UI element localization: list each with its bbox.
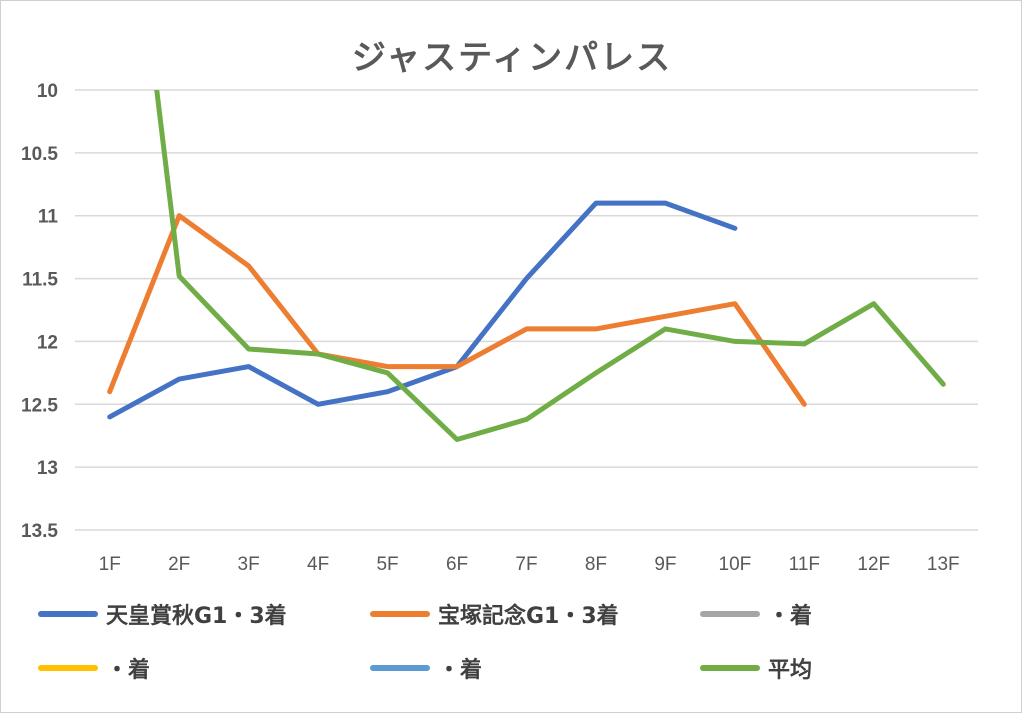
legend-swatch xyxy=(38,611,98,617)
series-group xyxy=(107,90,946,442)
legend-label: 平均 xyxy=(768,658,813,683)
y-tick-label: 11 xyxy=(38,207,59,228)
legend-swatch xyxy=(370,611,430,617)
x-tick-label: 2F xyxy=(168,554,190,575)
chart-title: ジャスティンパレス xyxy=(351,38,673,78)
legend-label: 宝塚記念G1・3着 xyxy=(438,604,619,629)
x-tick-label: 6F xyxy=(446,554,468,575)
legend-swatch xyxy=(700,665,760,671)
legend-item: 天皇賞秋G1・3着 xyxy=(38,598,287,630)
x-tick-label: 9F xyxy=(654,554,676,575)
y-tick-label: 10 xyxy=(37,81,58,102)
legend-item: 平均 xyxy=(700,652,812,684)
x-tick-label: 12F xyxy=(857,554,890,575)
series-line xyxy=(154,90,946,442)
legend-item: ・着 xyxy=(370,652,482,684)
x-tick-label: 8F xyxy=(585,554,607,575)
legend-item: 宝塚記念G1・3着 xyxy=(370,598,619,630)
y-tick-label: 12.5 xyxy=(21,395,58,416)
legend-label: ・着 xyxy=(106,658,151,683)
series-line xyxy=(107,200,738,420)
y-tick-label: 13 xyxy=(37,458,58,479)
x-tick-label: 13F xyxy=(927,554,960,575)
legend-item: ・着 xyxy=(38,652,150,684)
y-tick-label: 12 xyxy=(37,332,58,353)
x-tick-label: 11F xyxy=(789,554,820,575)
legend-label: 天皇賞秋G1・3着 xyxy=(106,604,287,629)
series-line xyxy=(107,213,807,407)
legend-item: ・着 xyxy=(700,598,812,630)
y-tick-label: 10.5 xyxy=(21,144,58,165)
legend-label: ・着 xyxy=(438,658,483,683)
y-tick-label: 13.5 xyxy=(21,521,58,542)
x-tick-label: 4F xyxy=(307,554,329,575)
legend-swatch xyxy=(700,611,760,617)
x-tick-label: 7F xyxy=(515,554,537,575)
y-tick-label: 11.5 xyxy=(22,270,58,291)
x-tick-label: 3F xyxy=(238,554,260,575)
legend-swatch xyxy=(370,665,430,671)
x-tick-label: 1F xyxy=(99,554,121,575)
x-tick-label: 10F xyxy=(719,554,752,575)
legend-swatch xyxy=(38,665,98,671)
x-tick-label: 5F xyxy=(376,554,398,575)
legend-label: ・着 xyxy=(768,604,813,629)
